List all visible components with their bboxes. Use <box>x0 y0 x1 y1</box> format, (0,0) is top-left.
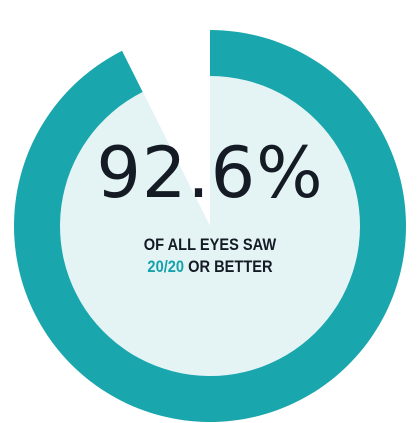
caption-rest: OR BETTER <box>184 257 273 276</box>
donut-inner-remainder <box>142 76 210 226</box>
caption-highlight: 20/20 <box>147 257 185 276</box>
caption-line-2: 20/20 OR BETTER <box>29 256 390 277</box>
percentage-value: 92.6% <box>96 132 324 214</box>
donut-inner-value <box>60 76 361 376</box>
caption-line-1: OF ALL EYES SAW <box>143 235 277 254</box>
